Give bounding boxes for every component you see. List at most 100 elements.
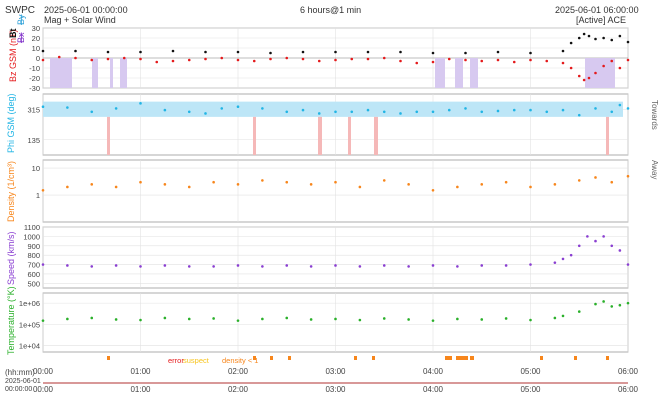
quality-marker [574, 356, 577, 360]
mag-data-point [431, 51, 435, 55]
time-span[interactable]: 6 hours@1 min [300, 5, 362, 15]
mag-data-point [139, 50, 142, 54]
phi-data-point [382, 110, 386, 114]
phi-towards-marker [606, 116, 609, 155]
mag-data-point [187, 58, 191, 62]
y-tick-label: -10 [29, 64, 40, 73]
speed-data-point [577, 244, 581, 248]
density-data-point [529, 185, 532, 189]
bz-south-shading [92, 58, 98, 88]
bz-south-shading [120, 58, 127, 88]
speed-data-point [456, 265, 459, 268]
density-data-point [90, 183, 94, 186]
density-data-point [504, 180, 508, 184]
temperature-data-point [618, 303, 622, 307]
quality-marker [456, 356, 468, 360]
mag-data-point [236, 50, 240, 54]
mag-data-point [431, 60, 435, 64]
density-data-point [553, 183, 557, 186]
time-tick-label: 01:00 [130, 385, 151, 394]
time-tick-label: 00:00 [33, 367, 54, 376]
phi-data-point [236, 105, 240, 109]
y-tick-label: -30 [29, 84, 40, 93]
quality-marker [606, 356, 609, 360]
y-tick-label: 600 [27, 270, 40, 279]
y-tick-label: 1e+05 [19, 320, 40, 329]
mag-data-point [317, 59, 321, 63]
time-tick-label: 04:00 [423, 385, 444, 394]
temperature-data-point [163, 316, 167, 320]
mag-data-point [561, 49, 565, 53]
source-label[interactable]: [Active] ACE [576, 15, 627, 25]
time-tick-label: 05:00 [520, 367, 541, 376]
time-tick-label: 02:00 [228, 367, 249, 376]
phi-data-point [90, 110, 94, 114]
speed-data-point [358, 265, 362, 268]
density-ylabel: Density (1/cm³) [6, 161, 16, 222]
phi-data-point [261, 107, 264, 110]
mag-data-point [122, 56, 126, 60]
legend-error: error [168, 356, 184, 365]
org-label: SWPC [5, 5, 35, 16]
mag-data-point [399, 59, 402, 63]
density-data-point [285, 180, 289, 184]
time-tick-label: 05:00 [520, 385, 541, 394]
mag-data-point [496, 50, 500, 54]
speed-data-point [504, 264, 508, 267]
speed-data-point [163, 264, 167, 267]
time-tick-label: 04:00 [423, 367, 444, 376]
y-tick-label: 10 [32, 164, 40, 173]
phi-data-point [204, 112, 207, 115]
phi-data-point [577, 113, 581, 117]
quality-marker [540, 356, 543, 360]
phi-data-point [41, 105, 45, 109]
phi-data-point [545, 110, 549, 114]
density-data-point [358, 185, 362, 189]
mag-data-point [626, 40, 630, 44]
temperature-data-point [285, 316, 289, 320]
legend-density: density < 1 [222, 356, 258, 365]
speed-data-point [261, 265, 264, 268]
bz-south-shading [110, 58, 113, 88]
mag-data-point [602, 64, 605, 68]
density-data-point [41, 189, 45, 192]
y-tick-label: 315 [27, 105, 40, 114]
phi-data-point [512, 108, 516, 112]
speed-data-point [431, 264, 435, 267]
mag-data-point [582, 78, 586, 82]
density-data-point [382, 179, 386, 182]
temperature-data-point [90, 316, 94, 320]
density-data-point [114, 185, 118, 189]
density-data-point [407, 183, 410, 186]
mag-data-point [334, 50, 337, 54]
y-tick-label: 20 [32, 34, 40, 43]
mag-data-point [618, 66, 622, 70]
speed-data-point [187, 265, 191, 268]
mag-data-point [74, 49, 77, 53]
density-data-point [577, 179, 581, 182]
phi-bands [43, 58, 623, 155]
speed-data-point [212, 265, 215, 268]
mag-data-point [220, 56, 224, 60]
time-tick-labels: 00:00 00:00 01:00 01:00 02:00 02:00 03:00 03:00… [33, 367, 639, 394]
phi-towards-marker [107, 116, 110, 155]
phi-data-point [447, 108, 451, 112]
phi-data-point [139, 102, 142, 105]
mag-data-point [602, 36, 605, 40]
mag-data-point [366, 50, 370, 54]
bz-south-shading [470, 58, 478, 88]
phi-data-point [594, 107, 597, 110]
temperature-data-point [504, 317, 508, 320]
mag-data-point [569, 66, 573, 70]
speed-data-point [41, 263, 45, 266]
quality-marker [270, 356, 273, 360]
mag-data-point [415, 61, 419, 65]
speed-data-point [480, 264, 484, 267]
mag-data-point [569, 41, 573, 45]
density-data-point [212, 180, 215, 184]
phi-side-towards: Towards [650, 100, 659, 130]
phi-towards-marker [374, 116, 378, 155]
temperature-data-point [66, 317, 69, 321]
density-data-point [139, 180, 142, 184]
mag-data-point [171, 49, 175, 53]
